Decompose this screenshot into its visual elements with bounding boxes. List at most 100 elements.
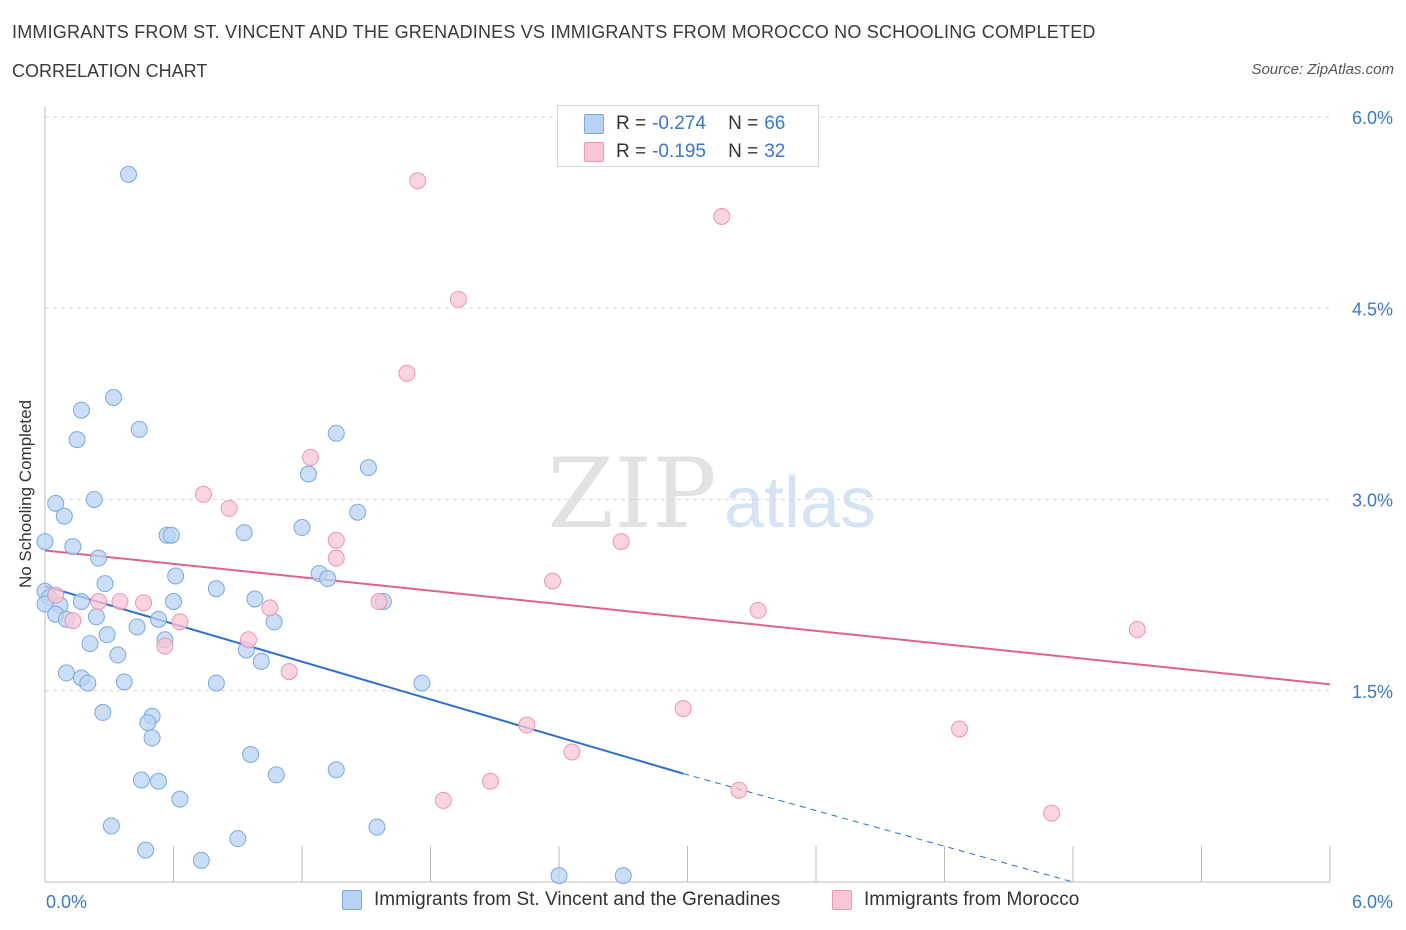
legend-row-series2: R = -0.195 N = 32 <box>584 140 785 164</box>
data-point-series2 <box>1043 804 1061 822</box>
data-point-series1 <box>246 590 264 608</box>
data-point-series1 <box>550 867 568 885</box>
data-point-series1 <box>165 593 182 610</box>
data-point-series1 <box>265 613 283 631</box>
data-point-series1 <box>614 867 632 885</box>
grid-lines <box>45 116 1330 692</box>
trend-line-series1 <box>44 585 684 775</box>
data-point-series1 <box>143 729 161 747</box>
data-point-series2 <box>47 586 65 604</box>
data-point-series1 <box>47 494 65 512</box>
data-point-series2 <box>518 716 536 734</box>
data-point-series1 <box>139 714 157 732</box>
data-point-series1 <box>167 567 185 585</box>
data-point-series2 <box>713 207 731 225</box>
data-point-series1 <box>55 507 73 525</box>
data-point-series1 <box>64 538 82 556</box>
data-point-series1 <box>162 526 180 544</box>
data-point-series1 <box>150 610 168 628</box>
data-point-series2 <box>327 549 345 567</box>
x-tick-label: 6.0% <box>1352 892 1393 912</box>
legend-r-value: -0.274 <box>652 113 706 134</box>
data-point-series1 <box>229 830 247 848</box>
data-point-series1 <box>98 626 116 644</box>
data-point-series1 <box>137 841 155 859</box>
data-point-series2 <box>481 772 499 790</box>
data-point-series1 <box>90 549 108 567</box>
data-point-series1 <box>235 524 253 542</box>
axes <box>44 107 1331 883</box>
data-point-series1 <box>293 519 311 537</box>
data-point-series1 <box>299 465 317 483</box>
bottom-legend-swatch-series1 <box>342 890 362 910</box>
legend-row-series1: R = -0.274 N = 66 <box>584 112 785 136</box>
legend-n-label: N = <box>728 113 759 134</box>
data-point-series2 <box>434 791 452 809</box>
data-point-series2 <box>1128 621 1146 639</box>
data-point-series2 <box>239 631 257 649</box>
y-tick-label: 6.0% <box>1352 108 1393 128</box>
data-point-series2 <box>544 572 562 590</box>
data-point-series1 <box>68 431 86 449</box>
data-point-series2 <box>220 499 238 517</box>
watermark-atlas: atlas <box>724 463 876 543</box>
data-point-series1 <box>207 674 225 692</box>
data-point-series1 <box>132 771 150 789</box>
trend-line-series1-extension <box>683 773 1074 883</box>
data-point-series1 <box>72 401 90 419</box>
data-point-series1 <box>349 503 367 521</box>
data-point-series1 <box>327 424 345 442</box>
bottom-legend-series1: Immigrants from St. Vincent and the Gren… <box>342 889 780 911</box>
data-point-series1 <box>109 646 127 664</box>
data-point-series2 <box>370 593 388 610</box>
data-point-series2 <box>302 448 320 466</box>
legend-r-label: R = <box>616 113 647 134</box>
data-point-series1 <box>192 851 210 869</box>
data-point-series1 <box>96 575 114 593</box>
data-point-series1 <box>242 746 260 763</box>
data-point-series1 <box>150 772 168 790</box>
tick-labels: 1.5% 3.0% 4.5% 6.0% 0.0% 6.0% <box>46 108 1393 912</box>
legend-r-label: R = <box>616 141 647 162</box>
legend-swatch-series1 <box>584 114 604 134</box>
y-axis-label: No Schooling Completed <box>16 399 35 589</box>
data-point-series1 <box>36 533 54 551</box>
data-point-series1 <box>72 593 90 610</box>
data-point-series1 <box>94 703 112 721</box>
chart-title: IMMIGRANTS FROM ST. VINCENT AND THE GREN… <box>12 22 1096 42</box>
data-point-series2 <box>280 663 298 681</box>
bottom-legend-label-series2: Immigrants from Morocco <box>864 889 1080 910</box>
data-point-series2 <box>327 531 345 549</box>
data-point-series1 <box>207 580 225 598</box>
x-tick-label: 0.0% <box>46 892 87 912</box>
legend-r-value: -0.195 <box>652 141 706 162</box>
bottom-legend-swatch-series2 <box>832 890 852 910</box>
data-point-series2 <box>612 533 630 551</box>
trend-line-series2 <box>44 549 1331 686</box>
data-point-series2 <box>90 593 108 610</box>
data-point-series2 <box>135 594 153 612</box>
data-point-series2 <box>449 290 467 308</box>
watermark: ZIP atlas <box>547 438 876 550</box>
data-point-series2 <box>64 612 82 630</box>
data-point-series1 <box>120 165 138 183</box>
data-point-series1 <box>105 389 123 406</box>
data-point-series2 <box>730 781 748 799</box>
data-point-series1 <box>79 674 97 692</box>
data-point-series1 <box>115 673 133 691</box>
data-point-series1 <box>171 790 189 808</box>
correlation-legend: R = -0.274 N = 66 R = -0.195 N = 32 <box>557 105 819 167</box>
data-point-series2 <box>261 599 279 617</box>
data-point-series1 <box>130 420 148 438</box>
data-point-series2 <box>409 172 427 190</box>
data-point-series2 <box>950 720 968 738</box>
data-point-series1 <box>368 818 386 836</box>
bottom-legend-label-series1: Immigrants from St. Vincent and the Gren… <box>374 889 781 910</box>
data-point-series1 <box>81 635 99 653</box>
data-point-series1 <box>102 817 120 835</box>
data-point-series1 <box>85 491 103 508</box>
data-point-series1 <box>128 618 146 636</box>
data-point-series2 <box>156 637 174 655</box>
data-point-series1 <box>359 459 377 477</box>
